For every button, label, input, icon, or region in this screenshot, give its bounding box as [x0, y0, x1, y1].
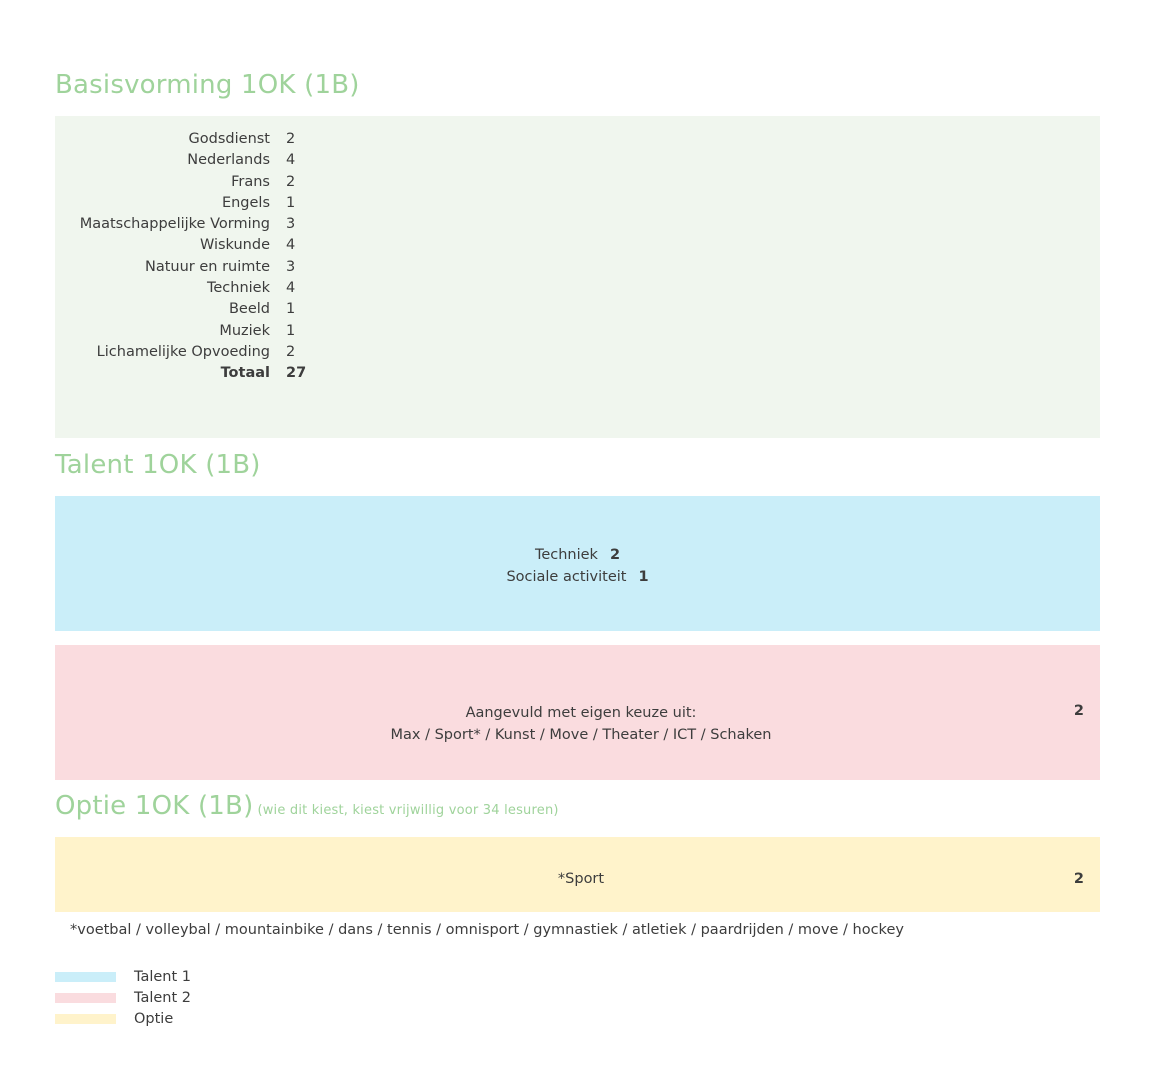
course-rows: Godsdienst 2 Nederlands 4 Frans 2 Engels 1 Maats… [55, 129, 307, 385]
course-name: Muziek [219, 322, 270, 339]
talent2-hours: 2 [1073, 703, 1084, 719]
talent1-item: Sociale activiteit 1 [55, 566, 1100, 588]
course-name: Lichamelijke Opvoeding [96, 343, 270, 360]
course-hours: 1 [286, 194, 296, 211]
legend-label: Talent 2 [134, 989, 192, 1006]
course-row: Frans 2 [55, 172, 306, 193]
course-hours: 4 [286, 237, 296, 254]
course-row: Nederlands 4 [55, 150, 306, 171]
course-row: Lichamelijke Opvoeding 2 [55, 342, 306, 363]
course-row: Techniek 4 [55, 278, 306, 299]
course-name: Godsdienst [188, 131, 270, 147]
optie-panel: *Sport 2 [55, 837, 1100, 912]
course-hours: 4 [286, 280, 296, 297]
course-row: Maatschappelijke Vorming 3 [55, 214, 306, 235]
talent-title: Talent 1OK (1B) [55, 450, 261, 480]
talent1-item-name: Sociale activiteit [506, 569, 627, 585]
course-name: Maatschappelijke Vorming [79, 216, 270, 233]
course-hours: 2 [286, 131, 296, 147]
total-label: Totaal [220, 365, 270, 382]
course-name: Techniek [206, 280, 270, 297]
talent2-panel: Aangevuld met eigen keuze uit: Max / Spo… [55, 645, 1100, 780]
talent1-panel: Techniek 2 Sociale activiteit 1 [55, 496, 1100, 631]
total-hours: 27 [286, 365, 307, 382]
legend-label: Optie [134, 1011, 174, 1028]
course-hours: 2 [286, 343, 296, 360]
optie-hours: 2 [1073, 871, 1084, 887]
course-name: Engels [221, 194, 270, 211]
talent1-item-name: Techniek [534, 547, 598, 563]
talent1-item-hours: 1 [638, 569, 649, 585]
course-row: Engels 1 [55, 193, 306, 214]
course-hours: 1 [286, 301, 296, 318]
legend-label: Talent 1 [134, 968, 192, 985]
legend-swatch [55, 992, 116, 1003]
legend-item: Talent 2 [55, 987, 191, 1008]
course-name: Beeld [228, 301, 270, 318]
legend: Talent 1 Talent 2 Optie [55, 966, 191, 1030]
basis-title: Basisvorming 1OK (1B) [55, 70, 360, 100]
course-name: Wiskunde [199, 237, 270, 254]
talent1-item-hours: 2 [609, 547, 621, 563]
course-name: Frans [231, 173, 270, 190]
total-row: Totaal 27 [55, 363, 307, 384]
course-row: Wiskunde 4 [55, 235, 306, 256]
talent2-intro: Aangevuld met eigen keuze uit: [465, 705, 697, 721]
legend-item: Talent 1 [55, 966, 191, 987]
course-name: Nederlands [187, 152, 270, 169]
course-table: Godsdienst 2 Nederlands 4 Frans 2 Engels 1 Maats… [55, 129, 307, 385]
legend-item: Optie [55, 1009, 191, 1030]
course-row: Muziek 1 [55, 321, 306, 342]
legend-swatch [55, 1014, 116, 1025]
optie-title: Optie 1OK (1B) (wie dit kiest, kiest vrij… [55, 791, 559, 821]
talent1-list: Techniek 2 Sociale activiteit 1 [55, 544, 1100, 588]
course-row: Beeld 1 [55, 299, 306, 320]
talent2-text: Aangevuld met eigen keuze uit: Max / Spo… [55, 702, 1107, 746]
optie-title-text: Optie 1OK (1B) [55, 791, 254, 821]
talent2-choices: Max / Sport* / Kunst / Move / Theater / … [390, 727, 772, 743]
course-hours: 3 [286, 258, 296, 275]
talent1-item: Techniek 2 [55, 544, 1100, 566]
optie-subtitle: (wie dit kiest, kiest vrijwillig voor 34… [257, 803, 559, 818]
course-hours: 3 [286, 216, 296, 233]
course-name: Natuur en ruimte [145, 258, 270, 275]
course-row: Godsdienst 2 [55, 129, 306, 150]
course-hours: 1 [286, 322, 296, 339]
legend-swatch [55, 971, 116, 982]
course-hours: 4 [286, 152, 296, 169]
sport-footnote: *voetbal / volleybal / mountainbike / da… [70, 922, 904, 938]
optie-label: *Sport [557, 871, 605, 887]
course-hours: 2 [286, 173, 296, 190]
basis-panel: Godsdienst 2 Nederlands 4 Frans 2 Engels 1 Maats… [55, 116, 1100, 438]
course-row: Natuur en ruimte 3 [55, 257, 306, 278]
